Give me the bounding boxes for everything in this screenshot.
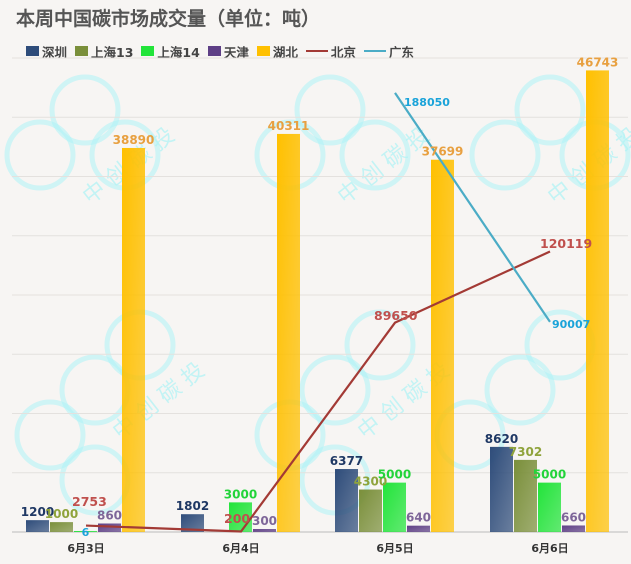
line-北京 bbox=[85, 250, 551, 533]
line-label-广东-0: 188050 bbox=[404, 96, 450, 109]
legend-item-6: 广东 bbox=[363, 42, 414, 61]
line-广东 bbox=[394, 92, 551, 323]
legend-label-2: 上海14 bbox=[157, 44, 200, 60]
line-label-广东-1: 90007 bbox=[552, 318, 590, 331]
lines bbox=[85, 92, 551, 533]
bar-label-湖北-3: 46743 bbox=[577, 55, 619, 69]
legend-swatch-6 bbox=[363, 50, 386, 52]
legend-swatch-4 bbox=[256, 46, 270, 56]
legend-label-3: 天津 bbox=[223, 44, 249, 60]
legend-item-1: 上海13 bbox=[75, 42, 133, 61]
legend-item-3: 天津 bbox=[207, 42, 249, 61]
legend-label-0: 深圳 bbox=[42, 44, 68, 60]
bar-label-上海13-0: 1000 bbox=[45, 507, 78, 521]
watermark-ring-11 bbox=[14, 399, 86, 471]
legend-swatch-1 bbox=[75, 46, 89, 56]
line-label-北京-0: 2753 bbox=[72, 494, 107, 509]
bar-上海14-0 bbox=[74, 531, 97, 532]
watermark-ring-0 bbox=[4, 119, 76, 191]
legend-item-5: 北京 bbox=[305, 42, 356, 61]
bar-label-湖北-2: 37699 bbox=[422, 145, 464, 159]
x-tick-label-1: 6月4日 bbox=[222, 542, 259, 555]
bar-天津-3 bbox=[562, 525, 585, 532]
bar-label-天津-0: 860 bbox=[97, 509, 122, 523]
bar-深圳-2 bbox=[335, 469, 358, 532]
x-tick-label-0: 6月3日 bbox=[67, 542, 104, 555]
bar-label-深圳-0: 1200 bbox=[21, 505, 54, 519]
bar-上海14-2 bbox=[383, 482, 406, 532]
bar-label-天津-3: 660 bbox=[561, 510, 586, 524]
x-axis: 6月3日 6月4日 6月5日 6月6日 bbox=[67, 542, 568, 555]
bar-label-深圳-2: 6377 bbox=[330, 454, 363, 468]
legend-label-5: 北京 bbox=[330, 44, 356, 60]
bar-label-深圳-1: 1802 bbox=[176, 499, 209, 513]
watermark-ring-14 bbox=[299, 354, 371, 426]
bar-上海13-0 bbox=[50, 522, 73, 532]
bar-上海13-2 bbox=[359, 489, 382, 532]
chart-title: 本周中国碳市场成交量（单位：吨） bbox=[16, 8, 321, 30]
line-label-北京-3: 120119 bbox=[540, 236, 592, 251]
bar-天津-2 bbox=[407, 525, 430, 532]
legend-swatch-5 bbox=[305, 50, 328, 52]
line-label-北京-1: 200 bbox=[224, 511, 250, 526]
legend-swatch-2 bbox=[141, 46, 155, 56]
bar-label-上海14-3: 5000 bbox=[533, 468, 566, 482]
legend: 深圳 上海13 上海14 天津 湖北 北京 广东 bbox=[26, 40, 414, 62]
legend-label-4: 湖北 bbox=[272, 44, 298, 60]
watermark-ring-4 bbox=[339, 119, 411, 191]
legend-item-0: 深圳 bbox=[26, 42, 67, 61]
line-label-北京-2: 89650 bbox=[374, 308, 418, 323]
watermark-ring-1 bbox=[49, 74, 121, 146]
bar-湖北-3 bbox=[586, 70, 609, 532]
watermark-ring-3 bbox=[294, 74, 366, 146]
bar-label-湖北-0: 38890 bbox=[113, 133, 155, 147]
bar-label-深圳-3: 8620 bbox=[485, 432, 518, 446]
watermark-ring-13 bbox=[344, 309, 416, 381]
watermark-ring-6 bbox=[469, 119, 541, 191]
bar-label-上海13-2: 4300 bbox=[354, 475, 387, 489]
bar-label-湖北-1: 40311 bbox=[268, 119, 310, 133]
watermark-ring-18 bbox=[484, 354, 556, 426]
bar-上海14-3 bbox=[538, 482, 561, 532]
bars bbox=[26, 70, 609, 532]
bar-label-上海13-3: 7302 bbox=[509, 445, 542, 459]
bar-深圳-3 bbox=[490, 446, 513, 532]
x-tick-label-3: 6月6日 bbox=[531, 542, 568, 555]
bar-深圳-1 bbox=[181, 514, 204, 532]
legend-swatch-0 bbox=[26, 46, 39, 56]
bar-湖北-0 bbox=[122, 147, 145, 532]
bar-label-上海14-0: 6 bbox=[82, 526, 90, 539]
legend-swatch-3 bbox=[207, 46, 221, 56]
data-labels: 1200 1802 6377 8620 1000 4300 7302 6 3000 5000 500… bbox=[21, 55, 619, 539]
watermark-ring-7 bbox=[514, 74, 586, 146]
bar-深圳-0 bbox=[26, 520, 49, 532]
bar-label-上海14-1: 3000 bbox=[224, 487, 257, 501]
bar-天津-1 bbox=[253, 529, 276, 532]
bar-上海13-3 bbox=[514, 459, 537, 532]
bar-湖北-1 bbox=[277, 133, 300, 532]
bar-湖北-2 bbox=[431, 159, 454, 532]
bar-label-天津-1: 300 bbox=[252, 514, 277, 528]
legend-item-4: 湖北 bbox=[256, 42, 298, 61]
legend-item-2: 上海14 bbox=[141, 42, 200, 61]
bar-天津-0 bbox=[98, 523, 121, 532]
bar-label-上海14-2: 5000 bbox=[378, 468, 411, 482]
legend-label-6: 广东 bbox=[388, 44, 414, 60]
bar-label-天津-2: 640 bbox=[406, 511, 431, 525]
legend-label-1: 上海13 bbox=[91, 44, 134, 60]
x-tick-label-2: 6月5日 bbox=[376, 542, 413, 555]
